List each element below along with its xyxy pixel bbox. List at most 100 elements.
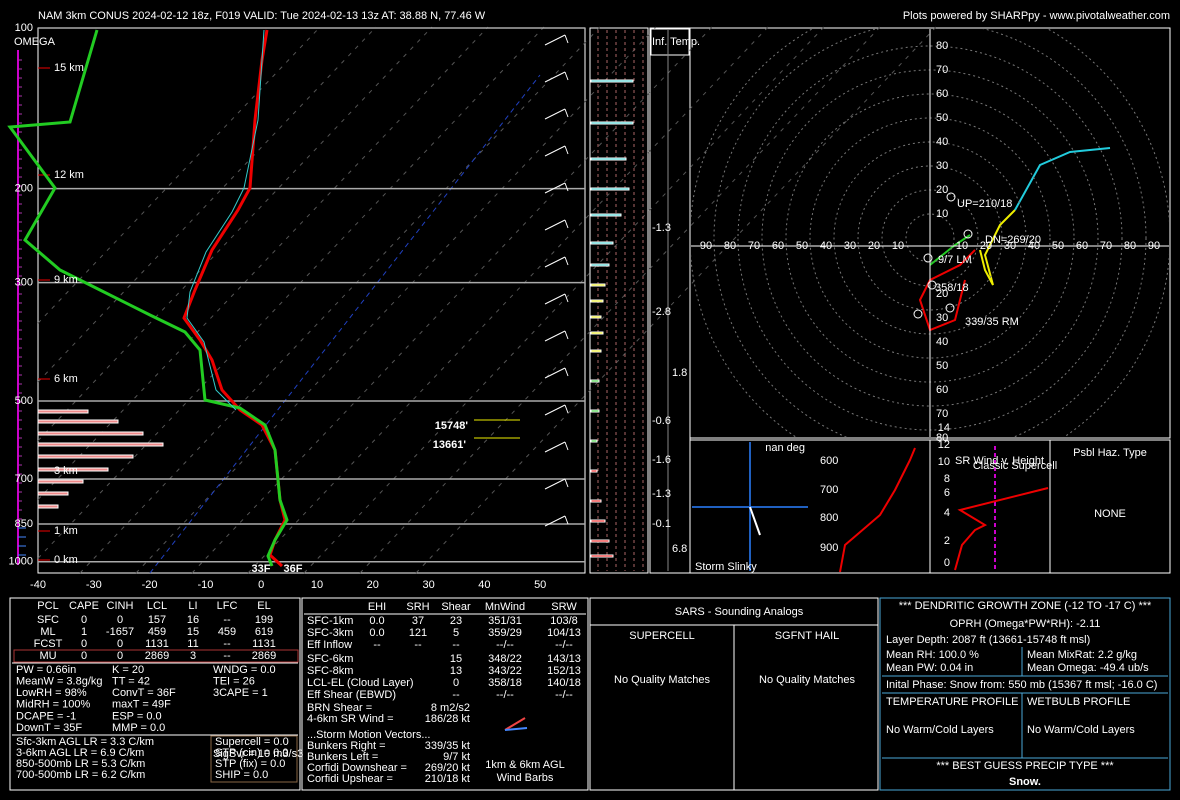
kin-label: Eff Inflow bbox=[307, 639, 352, 651]
isotherm bbox=[37, 26, 377, 383]
hodo-ring-label: 50 bbox=[1052, 240, 1064, 252]
dgz-title: *** DENDRITIC GROWTH ZONE (-12 TO -17 C)… bbox=[899, 600, 1152, 612]
inferred-temp-label: -0.6 bbox=[652, 415, 671, 427]
temp-axis-label: 20 bbox=[367, 579, 379, 591]
dgz-line: Mean PW: 0.04 in bbox=[886, 662, 973, 674]
lapse-rate: Sfc-3km AGL LR = 3.3 C/km bbox=[16, 736, 154, 748]
hodo-ring-label: 50 bbox=[936, 112, 948, 124]
index: DownT = 35F bbox=[16, 722, 82, 734]
hodo-marker bbox=[945, 303, 955, 313]
index: maxT = 49F bbox=[112, 699, 171, 711]
index: MidRH = 100% bbox=[16, 699, 91, 711]
sr-wind-height: 12 bbox=[938, 439, 950, 451]
wind-speed-bar bbox=[37, 467, 109, 472]
inferred-temp-label: -1.3 bbox=[652, 222, 671, 234]
temperature-line bbox=[182, 29, 287, 568]
wind-barb bbox=[564, 108, 569, 118]
header-title: NAM 3km CONUS 2024-02-12 18z, F019 VALID… bbox=[38, 10, 486, 22]
hodo-marker bbox=[913, 309, 923, 319]
motion-label: Bunkers Right = bbox=[307, 740, 386, 752]
barb-glyph bbox=[504, 727, 528, 731]
slinky-title: Storm Slinky bbox=[695, 561, 757, 573]
slinky-height: 800 bbox=[820, 512, 838, 524]
kin-cell: --/-- bbox=[496, 639, 514, 651]
isotherm bbox=[37, 26, 545, 559]
wind-barb bbox=[544, 219, 566, 231]
thermo-cell: -- bbox=[223, 638, 231, 650]
hodo-ring-label: 40 bbox=[820, 240, 832, 252]
kin-param-label: 4-6km SR Wind = bbox=[307, 713, 394, 725]
hodo-annotation: 339/35 RM bbox=[965, 316, 1019, 328]
hodo-ring-label: 70 bbox=[748, 240, 760, 252]
thermo-cell: -- bbox=[223, 614, 231, 626]
dgz-line: Mean MixRat: 2.2 g/kg bbox=[1027, 649, 1137, 661]
dgz-frame bbox=[879, 597, 1171, 791]
kin-param-label: BRN Shear = bbox=[307, 702, 372, 714]
sr-wind-height: 0 bbox=[944, 557, 950, 569]
wind-barb bbox=[564, 256, 569, 266]
hodo-ring-label: 40 bbox=[936, 136, 948, 148]
wind-speed-bar bbox=[37, 479, 84, 484]
dgz-oprh: OPRH (Omega*PW*RH): -2.11 bbox=[950, 618, 1101, 630]
hodo-ring-label: 30 bbox=[844, 240, 856, 252]
inferred-temp-title: Inf. Temp. bbox=[652, 36, 700, 48]
hodo-ring-label: 40 bbox=[936, 336, 948, 348]
temp-axis-label: -30 bbox=[86, 579, 102, 591]
kin-header: SRH bbox=[406, 601, 429, 613]
index: 3CAPE = 1 bbox=[213, 687, 268, 699]
sfc-dewpoint: 33F bbox=[252, 563, 271, 575]
slinky-trace bbox=[839, 447, 916, 573]
inferred-bar bbox=[590, 187, 630, 191]
wind-barb bbox=[544, 515, 566, 527]
hodo-ring-label: 20 bbox=[980, 240, 992, 252]
sars-subtitle: SGFNT HAIL bbox=[775, 630, 840, 642]
hodo-ring-label: 80 bbox=[1124, 240, 1136, 252]
slinky-vector bbox=[749, 506, 761, 536]
wind-barb bbox=[544, 256, 566, 268]
kin-cell: --/-- bbox=[496, 689, 514, 701]
hodo-ring-label: 70 bbox=[936, 64, 948, 76]
hodo-ring-label: 60 bbox=[772, 240, 784, 252]
slinky-and-srwind bbox=[692, 442, 1049, 573]
thermo-cell: 0 bbox=[81, 650, 87, 662]
inferred-bar bbox=[590, 299, 604, 303]
dgz-line: No Warm/Cold Layers bbox=[1027, 724, 1135, 736]
height-label: 3 km bbox=[54, 465, 78, 477]
kin-label: SFC-6km bbox=[307, 653, 353, 665]
kin-cell: -- bbox=[452, 689, 460, 701]
wind-barb bbox=[544, 404, 566, 416]
kin-cell: 358/18 bbox=[488, 677, 522, 689]
wind-barb bbox=[564, 404, 569, 414]
hodo-ring-label: 10 bbox=[956, 240, 968, 252]
hodo-0-3km bbox=[918, 249, 976, 332]
hazard-frame bbox=[1049, 439, 1171, 574]
sr-wind-trace bbox=[954, 487, 1049, 571]
index: ESP = 0.0 bbox=[112, 710, 162, 722]
inferred-temp-label: -0.1 bbox=[652, 518, 671, 530]
temp-axis-label: 40 bbox=[478, 579, 490, 591]
inferred-temp-label: -1.3 bbox=[652, 488, 671, 500]
hodo-ring-label: 30 bbox=[1004, 240, 1016, 252]
thermo-cell: -1657 bbox=[106, 626, 134, 638]
temp-axis-label: -40 bbox=[30, 579, 46, 591]
wind-barb bbox=[564, 330, 569, 340]
sars-result: No Quality Matches bbox=[759, 674, 855, 686]
hodo-ring-label: 10 bbox=[892, 240, 904, 252]
wind-barb bbox=[564, 441, 569, 451]
height-label: 15 km bbox=[54, 62, 84, 74]
slinky-height: 600 bbox=[820, 455, 838, 467]
pressure-label: 700 bbox=[15, 473, 33, 485]
wind-speed-bar bbox=[37, 504, 59, 509]
inferred-frame bbox=[589, 27, 649, 574]
inferred-bar bbox=[590, 409, 600, 413]
thermo-cell: 0 bbox=[117, 638, 123, 650]
kin-cell: 152/13 bbox=[547, 665, 581, 677]
plot-frames bbox=[9, 26, 1171, 791]
wind-speed-bar bbox=[37, 454, 134, 459]
inferred-bar bbox=[590, 539, 610, 543]
sr-wind-height: 10 bbox=[938, 456, 950, 468]
thermo-header: CAPE bbox=[69, 600, 99, 612]
mu-row-box bbox=[13, 649, 299, 663]
kin-header: EHI bbox=[368, 601, 386, 613]
